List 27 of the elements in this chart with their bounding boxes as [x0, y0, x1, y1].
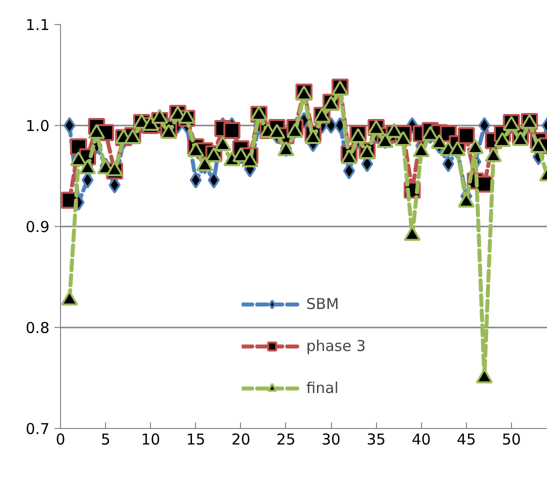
- y-tick-label: 1.0: [26, 117, 50, 135]
- point: [478, 117, 490, 134]
- x-tick-label: 35: [366, 430, 386, 448]
- legend-label: phase 3: [306, 337, 366, 355]
- point: [61, 290, 78, 306]
- x-tick-label: 20: [231, 430, 250, 448]
- x-tick-label: 0: [56, 430, 66, 448]
- x-tick-label: 50: [502, 430, 521, 448]
- y-tick-label: 1.1: [26, 16, 50, 34]
- point: [208, 172, 220, 189]
- x-tick-label: 15: [186, 430, 206, 448]
- y-tick-label: 0.7: [26, 420, 50, 438]
- point: [190, 172, 202, 189]
- point: [223, 122, 240, 140]
- point: [458, 127, 475, 144]
- legend-label: final: [306, 379, 339, 397]
- x-tick-label: 5: [100, 430, 110, 448]
- x-tick-label: 10: [141, 430, 160, 448]
- point: [64, 117, 76, 134]
- y-tick-label: 0.8: [26, 319, 50, 337]
- x-tick-label: 25: [276, 430, 296, 448]
- x-tick-label: 30: [322, 430, 341, 448]
- x-tick-label: 45: [456, 430, 476, 448]
- point: [442, 155, 454, 172]
- legend-label: SBM: [306, 295, 339, 313]
- y-tick-label: 0.9: [26, 218, 50, 236]
- x-tick-label: 40: [412, 430, 431, 448]
